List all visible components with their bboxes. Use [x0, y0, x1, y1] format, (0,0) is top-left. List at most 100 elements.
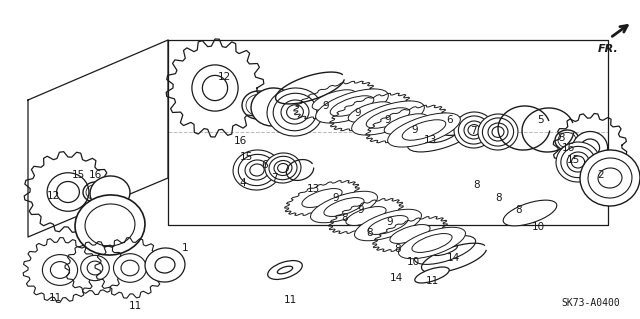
Ellipse shape [346, 207, 386, 226]
Ellipse shape [312, 90, 356, 110]
Ellipse shape [588, 158, 632, 198]
Ellipse shape [233, 150, 281, 190]
Text: 1: 1 [182, 243, 188, 253]
Text: 16: 16 [234, 136, 246, 146]
Text: 12: 12 [218, 72, 230, 82]
Ellipse shape [458, 116, 490, 144]
Ellipse shape [278, 164, 289, 173]
Ellipse shape [245, 160, 269, 180]
Ellipse shape [572, 156, 584, 168]
Ellipse shape [287, 105, 303, 119]
Ellipse shape [580, 139, 600, 157]
Ellipse shape [90, 176, 130, 210]
Ellipse shape [277, 266, 292, 274]
Ellipse shape [399, 227, 465, 259]
Ellipse shape [85, 204, 135, 246]
Ellipse shape [274, 160, 292, 175]
Ellipse shape [580, 150, 640, 206]
Text: 9: 9 [387, 217, 394, 227]
Text: 14: 14 [389, 273, 403, 283]
Ellipse shape [556, 142, 600, 182]
Text: FR.: FR. [598, 44, 618, 54]
Text: 9: 9 [323, 101, 330, 111]
Text: 7: 7 [271, 173, 277, 183]
Ellipse shape [390, 225, 430, 243]
Ellipse shape [492, 127, 504, 137]
Ellipse shape [483, 118, 513, 146]
Ellipse shape [388, 113, 460, 147]
Ellipse shape [269, 156, 297, 180]
Text: 9: 9 [385, 115, 391, 125]
Ellipse shape [464, 121, 484, 139]
Text: 8: 8 [342, 213, 348, 223]
Text: 15: 15 [72, 170, 84, 180]
Text: 9: 9 [333, 193, 339, 203]
Ellipse shape [281, 100, 309, 124]
Ellipse shape [351, 101, 424, 135]
Ellipse shape [428, 130, 456, 143]
Text: 4: 4 [240, 178, 246, 188]
Ellipse shape [265, 153, 301, 183]
Ellipse shape [384, 114, 428, 134]
Ellipse shape [250, 164, 264, 176]
Ellipse shape [113, 254, 147, 282]
Ellipse shape [414, 236, 476, 264]
Ellipse shape [330, 96, 374, 116]
Ellipse shape [366, 108, 410, 128]
Ellipse shape [192, 65, 238, 111]
Ellipse shape [238, 154, 276, 186]
Ellipse shape [488, 123, 508, 141]
Text: 16: 16 [561, 143, 575, 153]
Ellipse shape [355, 209, 422, 241]
Ellipse shape [75, 195, 145, 255]
Ellipse shape [468, 125, 480, 135]
Ellipse shape [412, 234, 452, 252]
Ellipse shape [368, 216, 408, 234]
Ellipse shape [47, 173, 89, 211]
Ellipse shape [302, 189, 342, 207]
Text: 6: 6 [447, 115, 453, 125]
Text: 11: 11 [129, 301, 141, 311]
Text: 3: 3 [557, 133, 564, 143]
Ellipse shape [316, 89, 388, 123]
Ellipse shape [415, 267, 449, 283]
Ellipse shape [348, 102, 392, 122]
Text: 15: 15 [566, 155, 580, 165]
Ellipse shape [56, 182, 79, 203]
Text: 14: 14 [446, 253, 460, 263]
Text: 16: 16 [88, 170, 102, 180]
Ellipse shape [408, 120, 476, 152]
Text: 6: 6 [262, 160, 268, 170]
Text: 12: 12 [46, 191, 60, 201]
Ellipse shape [81, 255, 109, 281]
Ellipse shape [155, 257, 175, 273]
Ellipse shape [567, 152, 589, 172]
Text: 5: 5 [538, 115, 544, 125]
Text: 15: 15 [239, 152, 253, 162]
Text: 7: 7 [470, 126, 476, 136]
Ellipse shape [251, 88, 295, 126]
Text: 11: 11 [426, 276, 438, 286]
Ellipse shape [42, 255, 77, 286]
Ellipse shape [51, 262, 70, 278]
Ellipse shape [503, 200, 557, 226]
Text: 8: 8 [395, 244, 401, 254]
Text: 11: 11 [284, 295, 296, 305]
Text: 2: 2 [598, 170, 604, 180]
Ellipse shape [598, 168, 622, 188]
Text: SK73-A0400: SK73-A0400 [561, 298, 620, 308]
Text: 9: 9 [355, 108, 362, 118]
Ellipse shape [433, 244, 458, 256]
Ellipse shape [267, 88, 323, 136]
Text: 8: 8 [516, 205, 522, 215]
Ellipse shape [121, 260, 139, 276]
Ellipse shape [402, 120, 446, 140]
Text: 10: 10 [406, 257, 420, 267]
Text: 11: 11 [49, 293, 61, 303]
Text: 13: 13 [424, 135, 436, 145]
Text: 10: 10 [531, 222, 545, 232]
Text: 8: 8 [367, 228, 373, 238]
Ellipse shape [561, 146, 595, 178]
Ellipse shape [273, 93, 317, 131]
Ellipse shape [572, 131, 607, 165]
